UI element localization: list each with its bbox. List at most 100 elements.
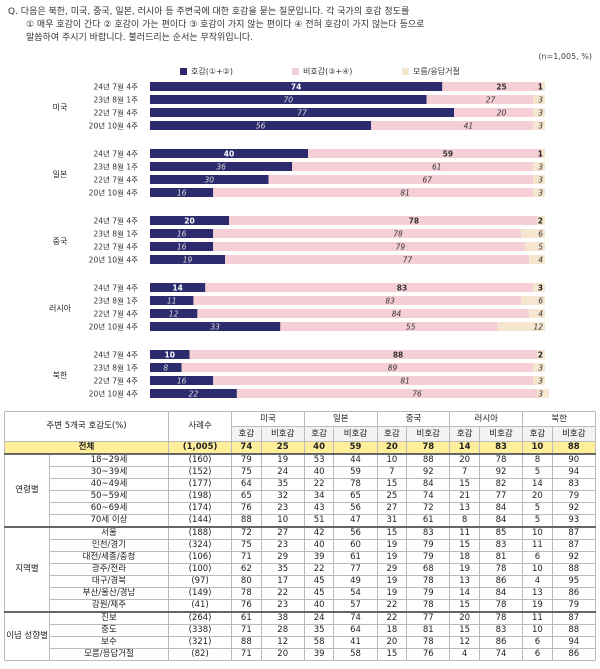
data-label: 16 [177,243,187,252]
row-label: 23년 8월 1주 [93,296,138,306]
cell-value: 94 [551,466,597,479]
row-label: 23년 8월 1주 [93,95,138,105]
data-label: 79 [396,243,406,252]
cell-value: 84 [478,514,524,528]
table-row: 40~49세 (177) 64 35 22 78 15 84 15 82 14 83 [5,478,597,491]
cell-value: 95 [551,575,597,588]
cell-value: 27 [376,502,408,515]
country-header: 일본 [303,411,378,427]
bar-unfavor [213,229,522,238]
cell-value: 79 [406,587,451,600]
sample-size: (1,005) [167,441,233,455]
row-label: 24년 7월 4주 [93,82,138,92]
cell-value: 20 [260,648,305,661]
bar-favor [150,376,214,385]
data-label: 3 [538,176,543,185]
cell-value: 15 [449,624,480,637]
row-label: 24년 7월 4주 [93,350,138,360]
cell-value: 59 [333,441,378,455]
cell-value: 22 [376,599,408,613]
cell-value: 5 [522,514,553,528]
cell-value: 19 [376,551,408,564]
cell-value: 8 [522,453,553,467]
cell-value: 94 [551,636,597,649]
bar-dk [541,149,545,158]
bar-dk [497,322,545,331]
data-label: 83 [397,284,407,293]
sample-size: (264) [167,611,233,625]
bar-dk [537,350,545,359]
data-label: 3 [538,364,543,373]
bar-favor [150,322,281,331]
data-label: 88 [393,351,403,360]
cell-value: 83 [406,526,451,540]
row-label: 24년 7월 4주 [93,149,138,159]
bar-dk [529,309,545,318]
sample-size: (144) [167,514,233,528]
bar-dk [533,363,545,372]
data-label: 59 [443,150,453,159]
bar-dk [533,188,545,197]
bar-dk [525,242,545,251]
table-row: 모름/응답거절 (82) 71 20 39 58 15 76 4 74 6 86 [5,648,597,661]
question-text: Q. 다음은 북한, 미국, 중국, 일본, 러시아 등 주변국에 대한 호감을… [8,6,593,45]
bar-unfavor [280,322,498,331]
data-label: 16 [177,377,187,386]
cell-value: 78 [406,636,451,649]
cell-value: 58 [333,648,378,661]
cell-value: 4 [449,648,480,661]
cell-value: 25 [376,490,408,503]
row-label: 20년 10월 4주 [89,389,138,399]
table-row: 중도 (338) 71 28 35 64 18 81 15 83 10 88 [5,624,597,637]
sub-header: 호감 [449,426,480,442]
table-row: 부산/울산/경남 (149) 78 22 45 54 19 79 14 84 13 86 [5,587,597,600]
cell-value: 22 [376,611,408,625]
row-label: 50~59세 [49,490,169,503]
cell-value: 15 [449,478,480,491]
cell-value: 74 [406,490,451,503]
group-label: 일본 [53,170,68,179]
group-label: 중국 [53,237,68,246]
cell-value: 62 [231,563,262,576]
sample-size: (188) [167,526,233,540]
cell-value: 13 [449,575,480,588]
data-label: 3 [538,163,543,172]
cell-value: 56 [333,526,378,540]
bar-unfavor [292,162,534,171]
table-row: 30~39세 (152) 75 24 40 59 7 92 7 92 5 94 [5,466,597,479]
cell-value: 13 [449,502,480,515]
group-label: 북한 [53,371,68,380]
row-label: 22년 7월 4주 [93,175,138,185]
data-label: 6 [538,230,543,239]
cell-value: 78 [478,599,524,613]
country-header: 미국 [231,411,305,427]
bar-unfavor [236,389,538,398]
cell-value: 87 [551,539,597,552]
data-label: 6 [538,297,543,306]
bar-unfavor [308,149,542,158]
cell-value: 75 [231,466,262,479]
row-label: 인천/경기 [49,539,169,552]
cell-value: 22 [260,587,305,600]
cell-value: 79 [551,490,597,503]
data-label: 1 [538,150,543,159]
group-label: 이념 성향별 [4,611,50,661]
cell-value: 87 [551,611,597,625]
cell-value: 74 [478,648,524,661]
row-label: 22년 7월 4주 [93,108,138,118]
row-label: 18~29세 [49,453,169,467]
table-row: 대전/세종/충청 (106) 71 29 39 61 19 79 18 81 6 92 [5,551,597,564]
bar-dk [541,82,545,91]
data-label: 74 [291,83,301,92]
bar-favor [150,108,455,117]
cell-value: 88 [231,636,262,649]
cell-value: 51 [303,514,335,528]
cell-value: 40 [303,539,335,552]
cell-value: 92 [478,466,524,479]
bar-favor [150,296,194,305]
question-line-1: Q. 다음은 북한, 미국, 중국, 일본, 러시아 등 주변국에 대한 호감을… [8,7,410,17]
cell-value: 58 [303,636,335,649]
cell-value: 10 [260,514,305,528]
cell-value: 68 [406,563,451,576]
